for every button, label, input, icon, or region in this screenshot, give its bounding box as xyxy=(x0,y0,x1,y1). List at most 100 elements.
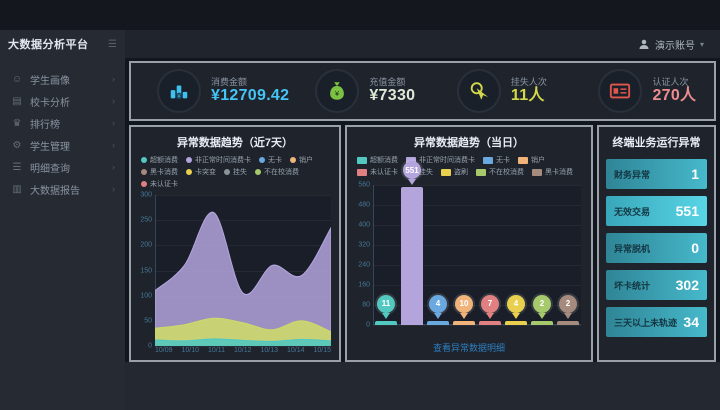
area-chart-title: 异常数据趋势（近7天） xyxy=(176,137,294,149)
user-name: 演示账号 xyxy=(654,40,695,52)
legend-item-2[interactable]: 非正常时间消费卡 xyxy=(406,155,475,165)
chevron-right-icon: › xyxy=(112,184,115,194)
legend-swatch xyxy=(476,168,486,176)
view-detail-link[interactable]: 查看异常数据明细 xyxy=(432,343,505,353)
y-axis-tick: 320 xyxy=(358,241,370,249)
legend-swatch xyxy=(357,168,367,176)
legend-item-3[interactable]: 无卡 xyxy=(483,155,510,165)
pin-tail xyxy=(434,312,442,319)
pin-tail xyxy=(382,312,390,319)
sidebar-item-label: 学生管理 xyxy=(30,141,70,153)
legend-label: 非正常时间消费卡 xyxy=(419,157,475,164)
menu-collapse-icon[interactable]: ☰ xyxy=(108,38,117,50)
kpi-card-2: ¥ 充值金额 ¥7330 xyxy=(289,69,431,113)
chevron-right-icon: › xyxy=(112,96,115,106)
legend-label: 未认证卡 xyxy=(370,169,398,176)
sidebar-item-4[interactable]: ⚙ 学生管理 › xyxy=(0,134,125,156)
stat-label: 坏卡统计 xyxy=(614,280,651,291)
legend-swatch xyxy=(441,168,451,176)
legend-item-1[interactable]: 超额消费 xyxy=(357,155,398,165)
legend-label: 不在校消费 xyxy=(264,169,299,176)
legend-item-5[interactable]: 黑卡消费 xyxy=(141,167,178,177)
grid-line xyxy=(373,285,581,286)
grid-line xyxy=(373,245,581,246)
bar-value-pin: 7 xyxy=(481,294,499,319)
bar-value-pin: 2 xyxy=(533,294,551,319)
y-axis-tick: 480 xyxy=(358,201,370,209)
charts-row: 异常数据趋势（近7天） 超额消费 非正常时间消费卡 无卡 销户 黑卡消费 卡突变 挂失 不在校… xyxy=(129,125,716,362)
bottom-strip xyxy=(125,362,720,410)
sidebar-item-6[interactable]: ▥ 大数据报告 › xyxy=(0,178,125,200)
legend-swatch xyxy=(224,169,230,175)
area-chart-plot: 300 250 200 150 100 50 0 10/09 10/10 10/11 10/12 10… xyxy=(140,192,331,358)
terminal-stat-row-5[interactable]: 三天以上未轨迹 34 xyxy=(606,307,707,337)
legend-item-4[interactable]: 销户 xyxy=(290,155,313,165)
x-axis-tick: 10/15 xyxy=(313,347,331,354)
legend-item-1[interactable]: 超额消费 xyxy=(141,155,178,165)
y-axis-tick: 0 xyxy=(148,342,152,350)
legend-label: 挂失 xyxy=(419,169,433,176)
y-axis-tick: 560 xyxy=(358,181,370,189)
terminal-stat-row-3[interactable]: 异常脱机 0 xyxy=(606,233,707,263)
legend-item-4[interactable]: 销户 xyxy=(518,155,545,165)
pin-tail xyxy=(486,312,494,319)
legend-item-9[interactable]: 黑卡消费 xyxy=(532,167,573,177)
legend-label: 销户 xyxy=(531,157,545,164)
legend-swatch xyxy=(141,157,147,163)
bar-超额消费 xyxy=(375,320,397,325)
stat-label: 财务异常 xyxy=(614,169,651,180)
legend-label: 卡突变 xyxy=(195,169,216,176)
terminal-stats-list: 财务异常 1 无效交易 551 异常脱机 0 坏卡统计 302 三天以上未轨迹 34 xyxy=(599,153,714,343)
sidebar-header: 大数据分析平台 ☰ xyxy=(0,30,125,58)
kpi-text: 挂失人次 11人 xyxy=(511,77,547,106)
kpi-value: 270人 xyxy=(652,86,697,104)
legend-item-7[interactable]: 盗刷 xyxy=(441,167,468,177)
area-chart-legend: 超额消费 非正常时间消费卡 无卡 销户黑卡消费 卡突变 挂失 不在校消费未认证卡 xyxy=(131,153,339,191)
legend-item-7[interactable]: 挂失 xyxy=(224,167,247,177)
grid-line xyxy=(155,270,331,272)
grid-line xyxy=(155,245,331,247)
area-chart-panel: 异常数据趋势（近7天） 超额消费 非正常时间消费卡 无卡 销户黑卡消费 卡突变 挂失 不在校… xyxy=(129,125,341,362)
legend-swatch xyxy=(141,181,147,187)
y-axis-tick: 0 xyxy=(366,321,370,329)
legend-swatch xyxy=(255,169,261,175)
sidebar-item-1[interactable]: ☺ 学生画像 › xyxy=(0,68,125,90)
y-axis-tick: 400 xyxy=(358,221,370,229)
sidebar-item-5[interactable]: ☰ 明细查询 › xyxy=(0,156,125,178)
bar-不在校消费 xyxy=(531,320,553,325)
svg-text:¥: ¥ xyxy=(335,89,340,98)
legend-item-8[interactable]: 不在校消费 xyxy=(476,167,524,177)
chevron-right-icon: › xyxy=(112,140,115,150)
detail-query-icon: ☰ xyxy=(12,161,22,173)
legend-item-5[interactable]: 未认证卡 xyxy=(357,167,398,177)
legend-item-9[interactable]: 未认证卡 xyxy=(141,179,178,189)
x-axis-tick: 10/10 xyxy=(181,347,200,354)
legend-item-6[interactable]: 卡突变 xyxy=(186,167,216,177)
sidebar: 大数据分析平台 ☰ ☺ 学生画像 › ▤ 校卡分析 › ♛ 排行榜 › ⚙ 学生管理 › ☰ 明细查询 › ▥… xyxy=(0,30,125,410)
legend-item-3[interactable]: 无卡 xyxy=(259,155,282,165)
legend-item-2[interactable]: 非正常时间消费卡 xyxy=(186,155,251,165)
x-axis-tick: 10/11 xyxy=(208,347,225,354)
student-portrait-icon: ☺ xyxy=(11,73,23,85)
grid-line xyxy=(373,205,581,206)
legend-label: 超额消费 xyxy=(150,157,178,164)
student-management-icon: ⚙ xyxy=(12,139,22,151)
kpi-label: 消费金额 xyxy=(211,76,248,87)
grid-line xyxy=(155,220,331,222)
y-axis-tick: 200 xyxy=(140,241,152,249)
terminal-stat-row-1[interactable]: 财务异常 1 xyxy=(606,159,707,189)
bar-value-pin: 551 xyxy=(403,161,421,186)
terminal-stat-row-2[interactable]: 无效交易 551 xyxy=(606,196,707,226)
sidebar-menu: ☺ 学生画像 › ▤ 校卡分析 › ♛ 排行榜 › ⚙ 学生管理 › ☰ 明细查询 › ▥ 大数据报告 › xyxy=(0,58,125,200)
terminal-stat-row-4[interactable]: 坏卡统计 302 xyxy=(606,270,707,300)
legend-item-8[interactable]: 不在校消费 xyxy=(255,167,299,177)
legend-label: 非正常时间消费卡 xyxy=(195,157,251,164)
kpi-label: 认证人次 xyxy=(652,76,689,87)
bar-盗刷 xyxy=(505,320,527,325)
kpi-label: 充值金额 xyxy=(369,76,406,87)
sidebar-item-2[interactable]: ▤ 校卡分析 › xyxy=(0,90,125,112)
sidebar-item-3[interactable]: ♛ 排行榜 › xyxy=(0,112,125,134)
user-menu[interactable]: 演示账号 ▾ xyxy=(638,37,704,52)
bar-chart-plot: 560 480 400 320 240 160 80 0 11 551 4 10 7 4 2 2 xyxy=(358,161,581,337)
